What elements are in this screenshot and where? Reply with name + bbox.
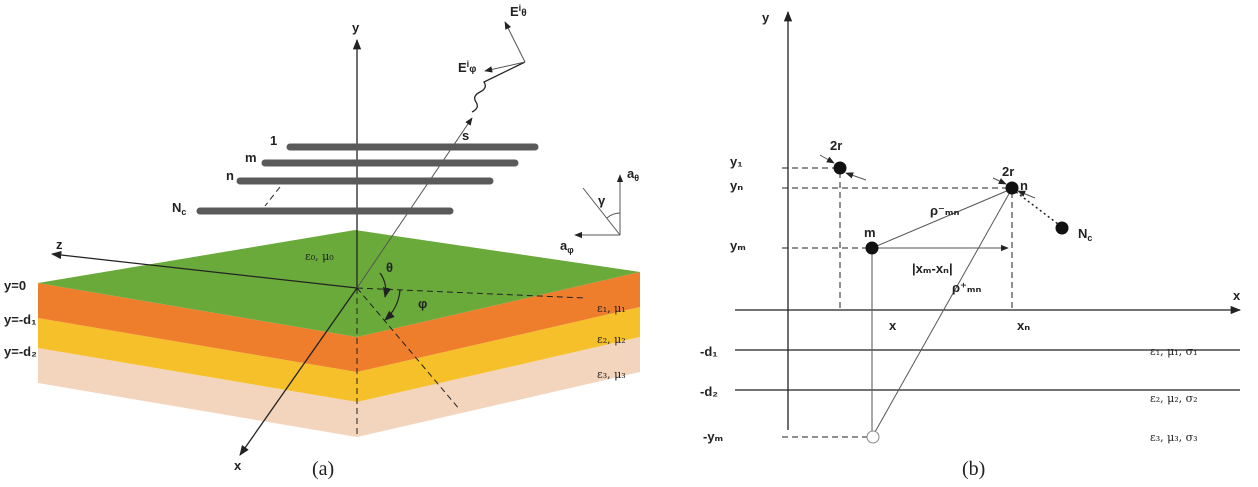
medium-label: ε₀, μ₀ [305,250,334,263]
panel-b: y x y₁ yₙ yₘ -d₁ -d₂ -yₘ x xₙ 2r 2r m n … [700,10,1241,480]
axis-label: x [234,458,242,473]
medium-label: ε₃, μ₃, σ₃ [1150,431,1198,444]
radius-arrow [846,173,866,180]
panel-a: y z x s Eiθ Eiφ θ φ γ aθ aφ 1 m n Nc y=0… [4,3,640,480]
ellipsis [1016,192,1058,224]
particle-label: 2r [1002,164,1014,179]
y-label: yₘ [730,238,746,253]
distance-label: ρ⁺ₘₙ [952,280,982,295]
axis-label: s [462,128,469,143]
angle-label: θ [386,260,393,275]
wire-label: 1 [270,133,277,148]
axis-label: y [352,20,360,35]
medium-label: ε₃, μ₃ [597,368,626,381]
medium-label: ε₂, μ₂, σ₂ [1150,392,1198,405]
radius-arrow [820,155,834,163]
wire-label: Nc [172,200,186,217]
unit-vector-label: aφ [560,238,574,255]
x-label: x [889,318,897,333]
y-label: y₁ [730,154,743,169]
e-theta-vector [505,22,525,62]
caption: (b) [962,458,985,480]
boundary-label: y=0 [4,278,26,293]
wire-label: m [245,150,257,165]
angle-label: γ [598,193,606,208]
angle-label: φ [418,296,427,311]
rho-plus-line [875,192,1010,432]
boundary-label: y=-d₂ [4,344,37,359]
field-label: Eiφ [458,59,476,75]
particle-label: 2r [830,138,842,153]
particle [834,162,847,175]
axis-label: x [1233,288,1241,303]
x-label: xₙ [1017,318,1030,333]
caption: (a) [312,458,334,480]
rho-minus-line [872,190,1009,248]
distance-label: |xₘ-xₙ| [912,261,953,276]
y-label: -d₁ [700,344,718,359]
particle [866,242,879,255]
boundary-label: y=-d₁ [4,312,36,327]
wave [472,62,525,112]
particle [1006,182,1019,195]
axis-label: y [762,10,770,25]
unit-vector-label: aθ [627,166,639,183]
e-phi-vector [485,62,525,71]
y-label: -yₘ [703,429,723,444]
image-particle [867,431,879,443]
wire-ellipsis [265,187,280,206]
field-label: Eiθ [510,3,527,19]
medium-label: ε₂, μ₂ [597,333,626,346]
y-label: yₙ [730,178,743,193]
distance-label: ρ⁻ₘₙ [930,203,960,218]
gamma-arc [607,213,620,218]
particle-label: n [1020,178,1028,193]
axis-label: z [56,237,63,252]
medium-label: ε₁, μ₁, σ₁ [1150,345,1198,358]
figure: y z x s Eiθ Eiφ θ φ γ aθ aφ 1 m n Nc y=0… [0,0,1258,487]
medium-label: ε₁, μ₁ [597,302,626,315]
particle-label: m [864,225,876,240]
y-label: -d₂ [700,384,718,399]
particle [1056,222,1069,235]
particle-label: Nc [1078,226,1092,243]
wire-label: n [226,168,234,183]
